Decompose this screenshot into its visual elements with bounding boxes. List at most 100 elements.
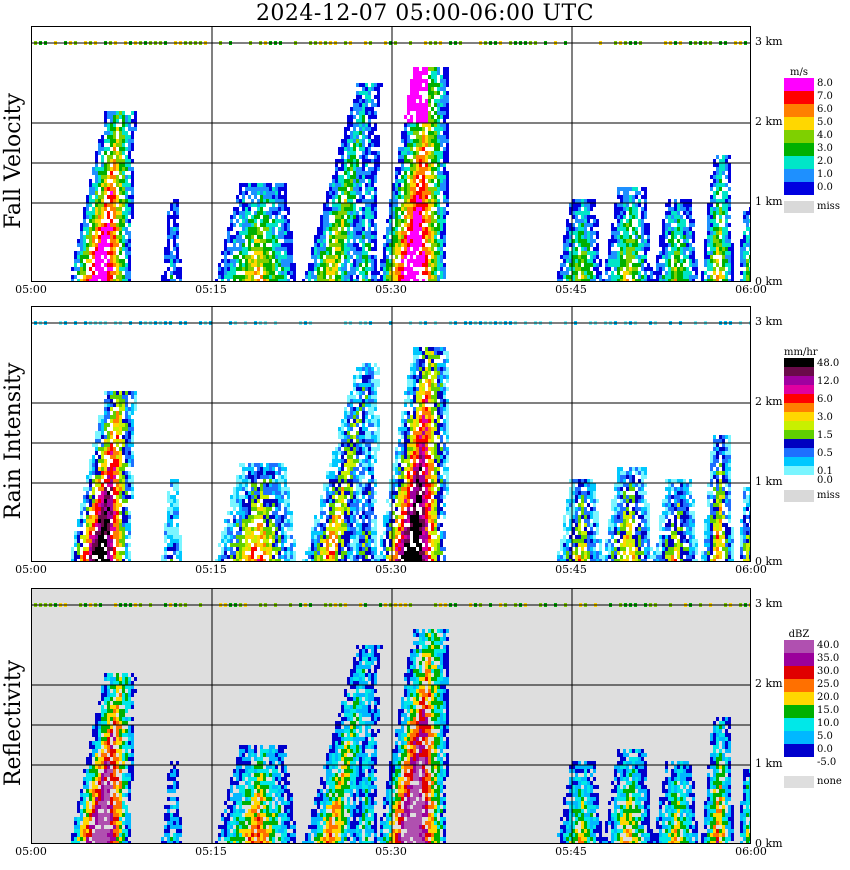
heatmap-cell [749,243,751,247]
heatmap-cell [113,111,116,115]
heatmap-cell [416,183,419,187]
heatmap-cell [614,227,617,231]
heatmap-cell [635,271,638,275]
heatmap-cell [110,419,113,423]
heatmap-cell [725,223,728,227]
heatmap-cell [416,271,419,275]
heatmap-cell [95,543,98,547]
heatmap-cell [353,383,356,387]
heatmap-cell [263,551,266,555]
heatmap-cell [674,267,677,271]
heatmap-cell [119,479,122,483]
heatmap-cell [356,91,359,95]
heatmap-cell [665,247,668,251]
heatmap-cell [443,135,446,139]
heatmap-cell [320,515,323,519]
heatmap-cell [119,251,122,255]
heatmap-cell [290,275,293,279]
heatmap-cell [281,227,284,231]
heatmap-cell [338,467,341,471]
heatmap-cell [371,195,374,199]
heatmap-cell [224,539,227,543]
heatmap-cell [431,199,434,203]
heatmap-cell [323,271,326,275]
heatmap-cell [257,463,260,467]
heatmap-cell [437,211,440,215]
heatmap-cell [434,267,437,271]
heatmap-cell [104,495,107,499]
heatmap-cell [416,263,419,267]
heatmap-cell [431,251,434,255]
heatmap-cell [116,471,119,475]
heatmap-cell [446,171,449,175]
heatmap-cell [95,227,98,231]
heatmap-cell [101,419,104,423]
heatmap-cell [431,275,434,279]
heatmap-cell [365,91,368,95]
heatmap-cell [104,407,107,411]
heatmap-cell [95,447,98,451]
heatmap-cell [110,503,113,507]
heatmap-cell [746,259,749,263]
heatmap-cell [86,195,89,199]
heatmap-cell [575,267,578,271]
heatmap-cell [713,219,716,223]
heatmap-cell [422,271,425,275]
heatmap-cell [323,223,326,227]
heatmap-cell [122,515,125,519]
heatmap-cell [239,515,242,519]
heatmap-cell [242,495,245,499]
heatmap-cell [272,255,275,259]
heatmap-cell [722,167,725,171]
heatmap-cell [89,251,92,255]
heatmap-cell [683,251,686,255]
y-axis-label: Fall Velocity [0,31,29,291]
heatmap-cell [287,243,290,247]
heatmap-cell [272,467,275,471]
heatmap-cell [557,271,560,275]
heatmap-cell [284,231,287,235]
heatmap-cell [728,267,731,271]
heatmap-cell [275,219,278,223]
heatmap-cell [575,271,578,275]
heatmap-cell [743,231,746,235]
heatmap-cell [557,279,560,282]
heatmap-cell [275,507,278,511]
heatmap-cell [248,227,251,231]
heatmap-cell [671,243,674,247]
heatmap-cell [125,187,128,191]
heatmap-cell [440,75,443,79]
heatmap-cell [179,551,182,555]
heatmap-cell [116,431,119,435]
heatmap-cell [248,527,251,531]
heatmap-cell [248,223,251,227]
heatmap-cell [740,279,743,282]
heatmap-cell [89,275,92,279]
heatmap-cell [125,275,128,279]
heatmap-cell [368,179,371,183]
heatmap-cell [98,167,101,171]
heatmap-cell [326,207,329,211]
heatmap-cell [413,191,416,195]
heatmap-cell [104,523,107,527]
heatmap-cell [89,267,92,271]
heatmap-cell [293,539,296,543]
heatmap-cell [398,271,401,275]
heatmap-cell [77,555,80,559]
heatmap-cell [719,179,722,183]
heatmap-cell [425,203,428,207]
heatmap-cell [359,143,362,147]
heatmap-cell [281,223,284,227]
heatmap-cell [101,239,104,243]
heatmap-cell [314,543,317,547]
heatmap-cell [116,511,119,515]
heatmap-cell [83,267,86,271]
heatmap-cell [422,79,425,83]
heatmap-cell [257,267,260,271]
heatmap-cell [365,255,368,259]
heatmap-cell [287,491,290,495]
heatmap-cell [587,207,590,211]
heatmap-cell [437,223,440,227]
heatmap-cell [113,447,116,451]
heatmap-cell [668,255,671,259]
